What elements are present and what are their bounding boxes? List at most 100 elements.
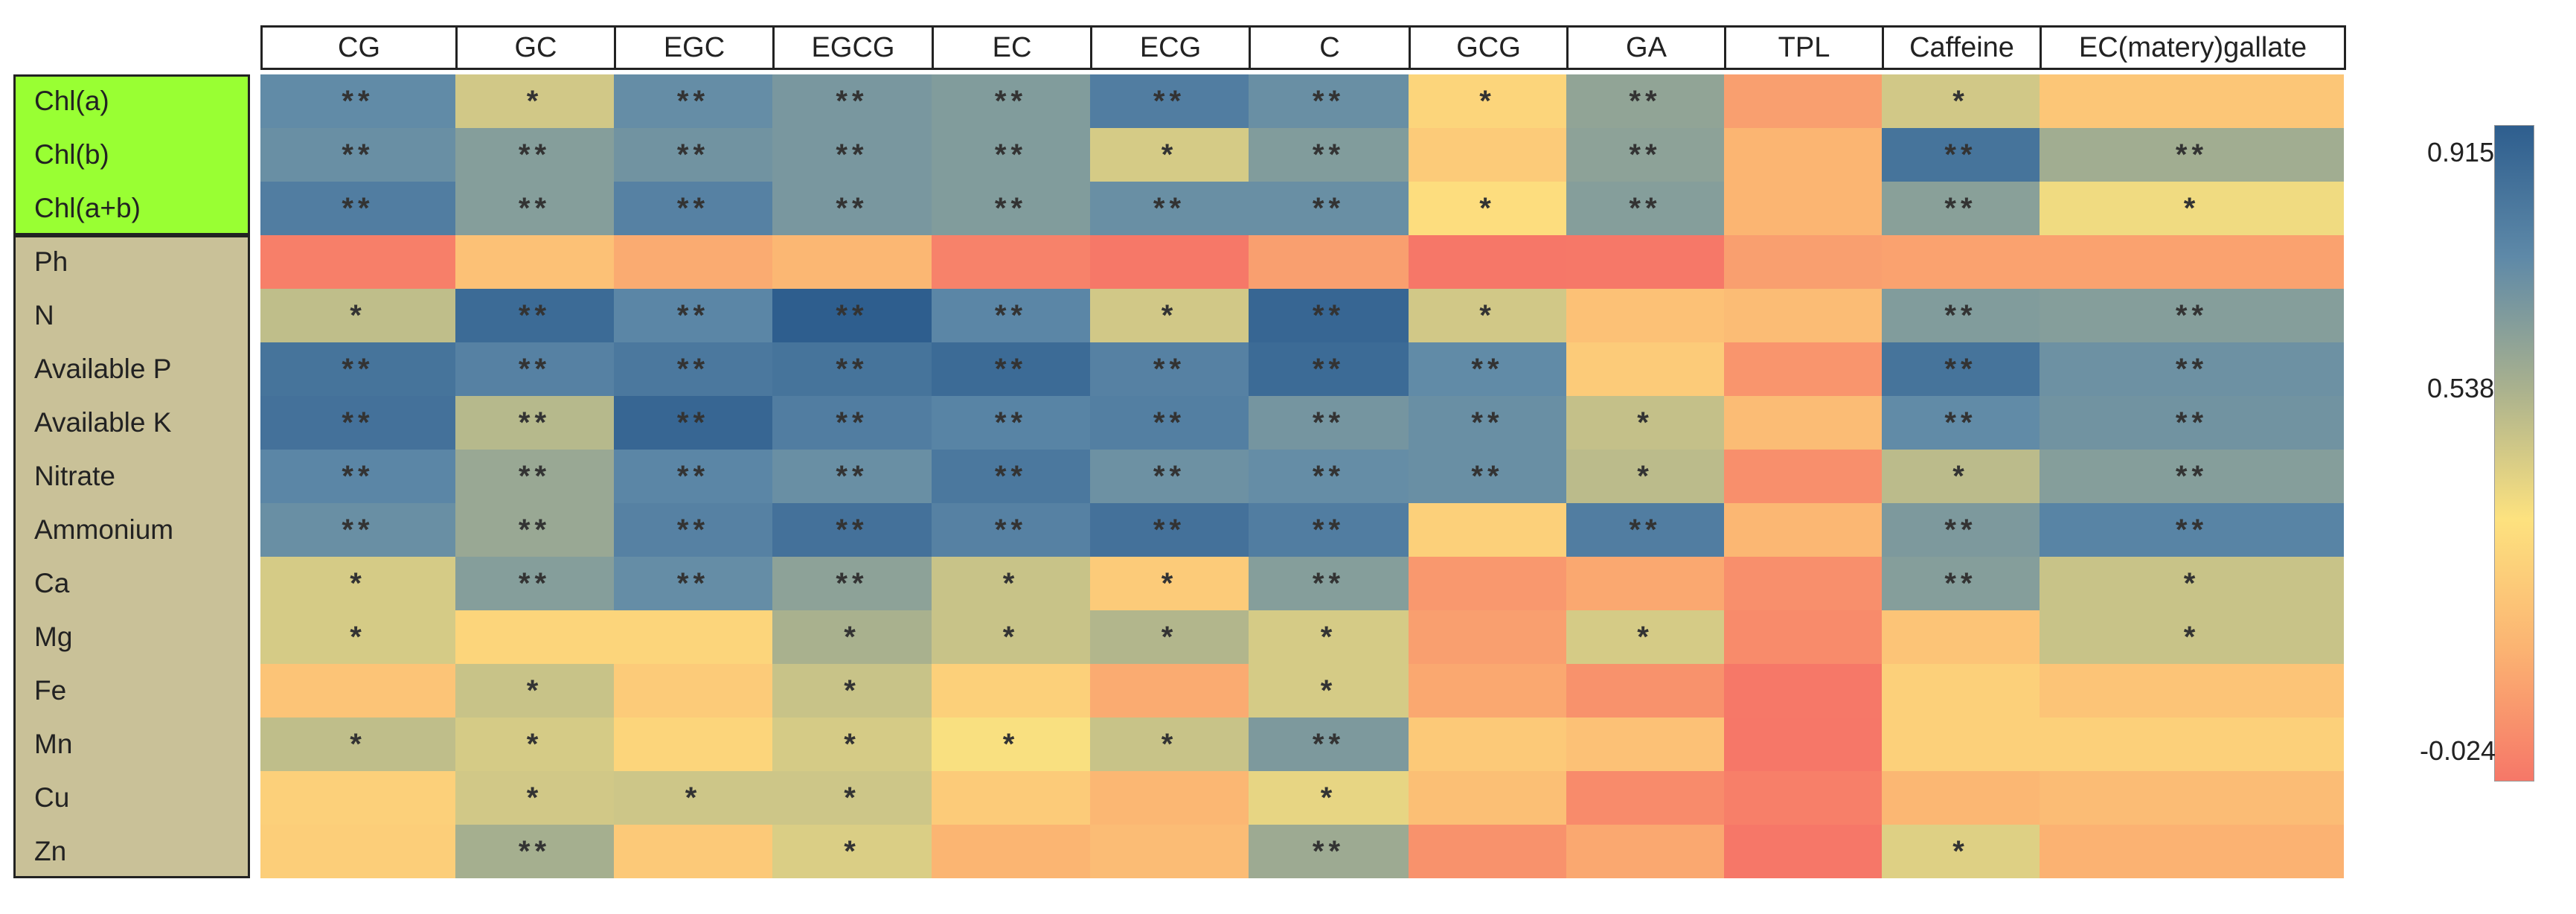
heatmap-cell: * (455, 771, 614, 825)
row-label: Chl(b) (13, 128, 250, 182)
significance-mark: * (844, 620, 860, 653)
heatmap-cell: * (260, 610, 455, 664)
significance-mark: ** (836, 513, 868, 546)
significance-mark: * (1002, 566, 1019, 600)
heatmap-cell (1724, 771, 1882, 825)
heatmap-cell: ** (2040, 450, 2344, 503)
heatmap-cell (1724, 289, 1882, 342)
column-header: CG (260, 25, 458, 70)
significance-mark: ** (518, 138, 551, 171)
column-header: Caffeine (1882, 25, 2042, 70)
row-label: Chl(a+b) (13, 182, 250, 235)
significance-mark: ** (676, 191, 710, 225)
significance-mark: ** (342, 513, 374, 546)
significance-mark: ** (994, 138, 1028, 171)
heatmap-cell: ** (1090, 182, 1249, 235)
heatmap-cell (260, 771, 455, 825)
heatmap-cell: ** (614, 503, 772, 557)
heatmap-cell (1724, 557, 1882, 610)
significance-mark: ** (836, 191, 868, 225)
heatmap-cell (2040, 718, 2344, 771)
heatmap-cell: ** (1249, 396, 1409, 450)
heatmap-cell: ** (260, 74, 455, 128)
heatmap-cell: ** (932, 182, 1090, 235)
significance-mark: ** (1312, 459, 1345, 493)
heatmap-cell: ** (1090, 396, 1249, 450)
significance-mark: ** (1944, 138, 1977, 171)
significance-mark: ** (1312, 566, 1345, 600)
significance-mark: ** (676, 566, 710, 600)
heatmap-cell: ** (2040, 396, 2344, 450)
heatmap-cell (1566, 771, 1724, 825)
significance-mark: ** (518, 298, 551, 332)
heatmap-cell: ** (932, 396, 1090, 450)
heatmap-cell: ** (772, 503, 932, 557)
heatmap-cell: * (772, 718, 932, 771)
row-label: Nitrate (13, 450, 250, 503)
heatmap-cell: ** (932, 503, 1090, 557)
significance-mark: ** (2175, 138, 2208, 171)
heatmap-cell: ** (455, 342, 614, 396)
heatmap-cell: * (2040, 610, 2344, 664)
significance-mark: ** (676, 298, 710, 332)
row-label: Available P (13, 342, 250, 396)
heatmap-cell: * (1249, 664, 1409, 718)
heatmap-cell: ** (1249, 342, 1409, 396)
significance-mark: ** (836, 352, 868, 386)
heatmap-cell: ** (260, 450, 455, 503)
significance-mark: ** (1312, 138, 1345, 171)
heatmap-cell (1882, 610, 2040, 664)
heatmap-cell: ** (772, 342, 932, 396)
significance-mark: ** (1312, 298, 1345, 332)
heatmap-cell (1090, 664, 1249, 718)
heatmap-cell (260, 235, 455, 289)
significance-mark: ** (1312, 727, 1345, 761)
heatmap-cell: ** (614, 396, 772, 450)
heatmap-cell (1724, 825, 1882, 878)
row-label: Cu (13, 771, 250, 825)
heatmap-cell (1724, 128, 1882, 182)
significance-mark: ** (994, 84, 1028, 118)
heatmap-cell (1409, 771, 1566, 825)
heatmap-cell: ** (614, 128, 772, 182)
heatmap-cell (772, 235, 932, 289)
significance-mark: * (1952, 84, 1969, 118)
significance-mark: ** (342, 138, 374, 171)
significance-mark: ** (518, 406, 551, 439)
heatmap-cell: * (455, 718, 614, 771)
heatmap-cell (1724, 235, 1882, 289)
heatmap-cell: ** (932, 450, 1090, 503)
heatmap-cell: * (772, 825, 932, 878)
heatmap-cell: ** (1882, 128, 2040, 182)
row-label: Mg (13, 610, 250, 664)
heatmap-cell (1409, 503, 1566, 557)
heatmap-cell: ** (932, 128, 1090, 182)
heatmap-cell: ** (260, 396, 455, 450)
row-label: Fe (13, 664, 250, 718)
heatmap-cell: ** (772, 182, 932, 235)
significance-mark: ** (1312, 834, 1345, 868)
significance-mark: ** (1153, 513, 1186, 546)
significance-mark: * (1479, 84, 1496, 118)
heatmap-cell: * (260, 289, 455, 342)
heatmap-cell (1409, 664, 1566, 718)
significance-mark: * (350, 566, 366, 600)
significance-mark: * (526, 84, 543, 118)
significance-mark: ** (518, 566, 551, 600)
heatmap-cell: ** (1566, 74, 1724, 128)
heatmap-cell (2040, 825, 2344, 878)
heatmap-cell: ** (614, 450, 772, 503)
significance-mark: ** (836, 298, 868, 332)
heatmap-cell: ** (2040, 128, 2344, 182)
heatmap-cell (932, 235, 1090, 289)
heatmap-cell (1566, 289, 1724, 342)
significance-mark: ** (342, 84, 374, 118)
heatmap-cell: ** (1409, 342, 1566, 396)
significance-mark: * (526, 727, 543, 761)
heatmap-cell: * (260, 718, 455, 771)
significance-mark: * (1320, 781, 1337, 814)
heatmap-cell: ** (260, 342, 455, 396)
heatmap-cell (614, 235, 772, 289)
heatmap-cell: ** (1882, 557, 2040, 610)
significance-mark: ** (836, 566, 868, 600)
